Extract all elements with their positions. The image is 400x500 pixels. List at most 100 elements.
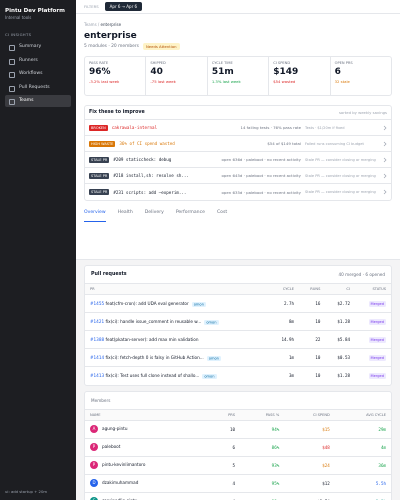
fix-title: 36% of CI spend wasted bbox=[119, 141, 175, 146]
pr-header: Pull requests 40 merged · 6 opened bbox=[85, 266, 391, 283]
pr-number[interactable]: #1455 bbox=[90, 301, 105, 306]
fix-row[interactable]: HIGH WASTE 36% of CI spend wasted $54 of $… bbox=[85, 136, 391, 152]
member-name: carvinedlin-pintu bbox=[102, 498, 137, 500]
pr-ci: $2.72 bbox=[325, 294, 355, 313]
fix-action: Tests · $1/20m if fixed bbox=[305, 125, 345, 130]
stat-label: OPEN PRS bbox=[334, 61, 353, 65]
pr-ci: $1.28 bbox=[325, 312, 355, 331]
pr-status: Merged bbox=[368, 355, 386, 361]
stat-delta: 32 stale bbox=[334, 79, 350, 84]
status-badge: Needs Attention bbox=[142, 43, 180, 50]
fix-note: sorted by weekly savings bbox=[338, 110, 387, 115]
fix-action: Failed runs consuming CI budget bbox=[305, 141, 364, 146]
stat-label: CYCLE TIME bbox=[211, 61, 233, 65]
fix-row[interactable]: STALE PR #218 install,sh: resolve sh... op… bbox=[85, 168, 391, 184]
team-meta: 5 modules · 20 members Needs Attention bbox=[84, 43, 392, 50]
pr-number[interactable]: #1413 bbox=[90, 373, 105, 379]
member-spend: $24 bbox=[284, 455, 335, 474]
brand: Pintu Dev Platform bbox=[5, 8, 65, 14]
member-prs: 6 bbox=[208, 437, 241, 456]
fix-row[interactable]: STALE PR #209 staticcheck: debug open 636d… bbox=[85, 152, 391, 168]
pr-author: omon bbox=[206, 355, 221, 361]
member-cycle: 1.1h bbox=[334, 491, 391, 500]
filter-bar: FILTERS Apr 6 → Apr 6 bbox=[76, 0, 400, 14]
column-header: CI SPEND bbox=[284, 408, 335, 420]
tab[interactable]: Health bbox=[117, 210, 133, 215]
fix-header: Fix these to improve sorted by weekly sav… bbox=[85, 106, 391, 120]
fix-action: Stale PR — consider closing or merging bbox=[305, 190, 376, 194]
pr-ci: $0.53 bbox=[325, 348, 355, 367]
tab[interactable]: Overview bbox=[84, 210, 106, 222]
pr-number[interactable]: #1388 bbox=[90, 337, 105, 342]
stat-label: SHIPPED bbox=[150, 61, 166, 65]
pr-number[interactable]: #1414 bbox=[90, 355, 105, 360]
column-header: NAME bbox=[85, 408, 209, 420]
column-header: CI bbox=[325, 283, 355, 295]
pr-status-cell: Merged bbox=[354, 366, 391, 385]
stat: PASS RATE 96% -3.2% last week bbox=[85, 57, 147, 95]
nav-item[interactable]: Teams bbox=[5, 95, 71, 107]
fix-row[interactable]: STALE PR #231 scripts: add —experim... ope… bbox=[85, 184, 391, 200]
pr-title: Pull requests bbox=[91, 272, 127, 277]
pr-status-cell: Merged bbox=[354, 312, 391, 331]
nav-item[interactable]: Workflows bbox=[5, 68, 71, 80]
stat-value: $149 bbox=[273, 67, 299, 77]
fix-action: Stale PR — consider closing or merging bbox=[305, 173, 376, 178]
nav-item[interactable]: Pull Requests bbox=[5, 82, 71, 94]
fix-detail: 14 failing tests · 76% pass rate bbox=[240, 125, 302, 130]
pr-title: fix(ci): handle issue_comment in reusabl… bbox=[105, 319, 202, 324]
pr-status: Merged bbox=[368, 373, 386, 380]
column-header: STATUS bbox=[354, 283, 391, 295]
fix-detail: open 635d · paleboot · no recent activit… bbox=[221, 189, 301, 195]
pr-row: #1413 fix(ci): Test uses full clone inst… bbox=[85, 366, 391, 385]
pr-status-cell: Merged bbox=[354, 330, 391, 349]
fix-tag: STALE PR bbox=[89, 156, 110, 163]
member-spend: $15 bbox=[284, 419, 335, 438]
fix-tag: HIGH WASTE bbox=[89, 140, 116, 147]
member-prs: 4 bbox=[208, 491, 241, 500]
pr-runs: 10 bbox=[299, 348, 326, 367]
fix-title: #218 install,sh: resolve sh... bbox=[113, 173, 189, 178]
nav-item[interactable]: Summary bbox=[5, 41, 71, 53]
pr-runs: 10 bbox=[299, 312, 326, 331]
pr-cell: #1414 fix(ci): fetch-depth 0 is falsy in… bbox=[85, 348, 270, 367]
chevron bbox=[383, 157, 387, 162]
team-header: Teams / enterprise enterprise 5 modules … bbox=[76, 14, 400, 260]
pr-runs: 10 bbox=[299, 366, 326, 385]
tab[interactable]: Delivery bbox=[144, 210, 164, 215]
tab[interactable]: Performance bbox=[175, 210, 205, 215]
pr-number[interactable]: #1421 bbox=[90, 319, 105, 324]
crumb-link[interactable]: Teams bbox=[84, 22, 97, 27]
pr-title: fix(ci): Test uses full clone instead of… bbox=[105, 373, 200, 379]
member-cycle: 29m bbox=[334, 419, 391, 438]
pr-status-cell: Merged bbox=[354, 348, 391, 367]
footer: ui: add startup + 20m bbox=[5, 489, 48, 494]
fix-row[interactable]: BROKEN cakrawala-internal 14 failing tests… bbox=[85, 120, 391, 136]
pr-cycle: 3m bbox=[269, 366, 300, 385]
chevron bbox=[383, 189, 387, 195]
pr-status: Merged bbox=[368, 337, 386, 343]
nav-item[interactable]: Runners bbox=[5, 55, 71, 67]
nav-section: CI INSIGHTS bbox=[5, 32, 32, 37]
fix-tag: STALE PR bbox=[89, 189, 110, 195]
stat: OPEN PRS 6 32 stale bbox=[331, 57, 391, 95]
date-range[interactable]: Apr 6 → Apr 6 bbox=[104, 2, 143, 11]
stat: CI SPEND $149 $54 wasted bbox=[269, 57, 331, 95]
nav: Summary Runners Workflows Pull Requests Team… bbox=[5, 41, 71, 107]
stat-value: 51m bbox=[211, 67, 234, 77]
member-cycle: 5.5h bbox=[334, 473, 391, 492]
avatar: P bbox=[90, 461, 98, 469]
pr-row: #1414 fix(ci): fetch-depth 0 is falsy in… bbox=[85, 348, 391, 367]
fix-tag: BROKEN bbox=[89, 124, 108, 131]
pr-ci: $1.28 bbox=[325, 366, 355, 385]
member-prs: 10 bbox=[208, 419, 241, 438]
tab[interactable]: Cost bbox=[216, 210, 228, 215]
pr-cycle: 2.7h bbox=[269, 294, 300, 313]
avatar: D bbox=[90, 479, 98, 487]
stat: CYCLE TIME 51m 1.3% last week bbox=[208, 57, 270, 95]
column-header: RUNS bbox=[299, 283, 326, 295]
